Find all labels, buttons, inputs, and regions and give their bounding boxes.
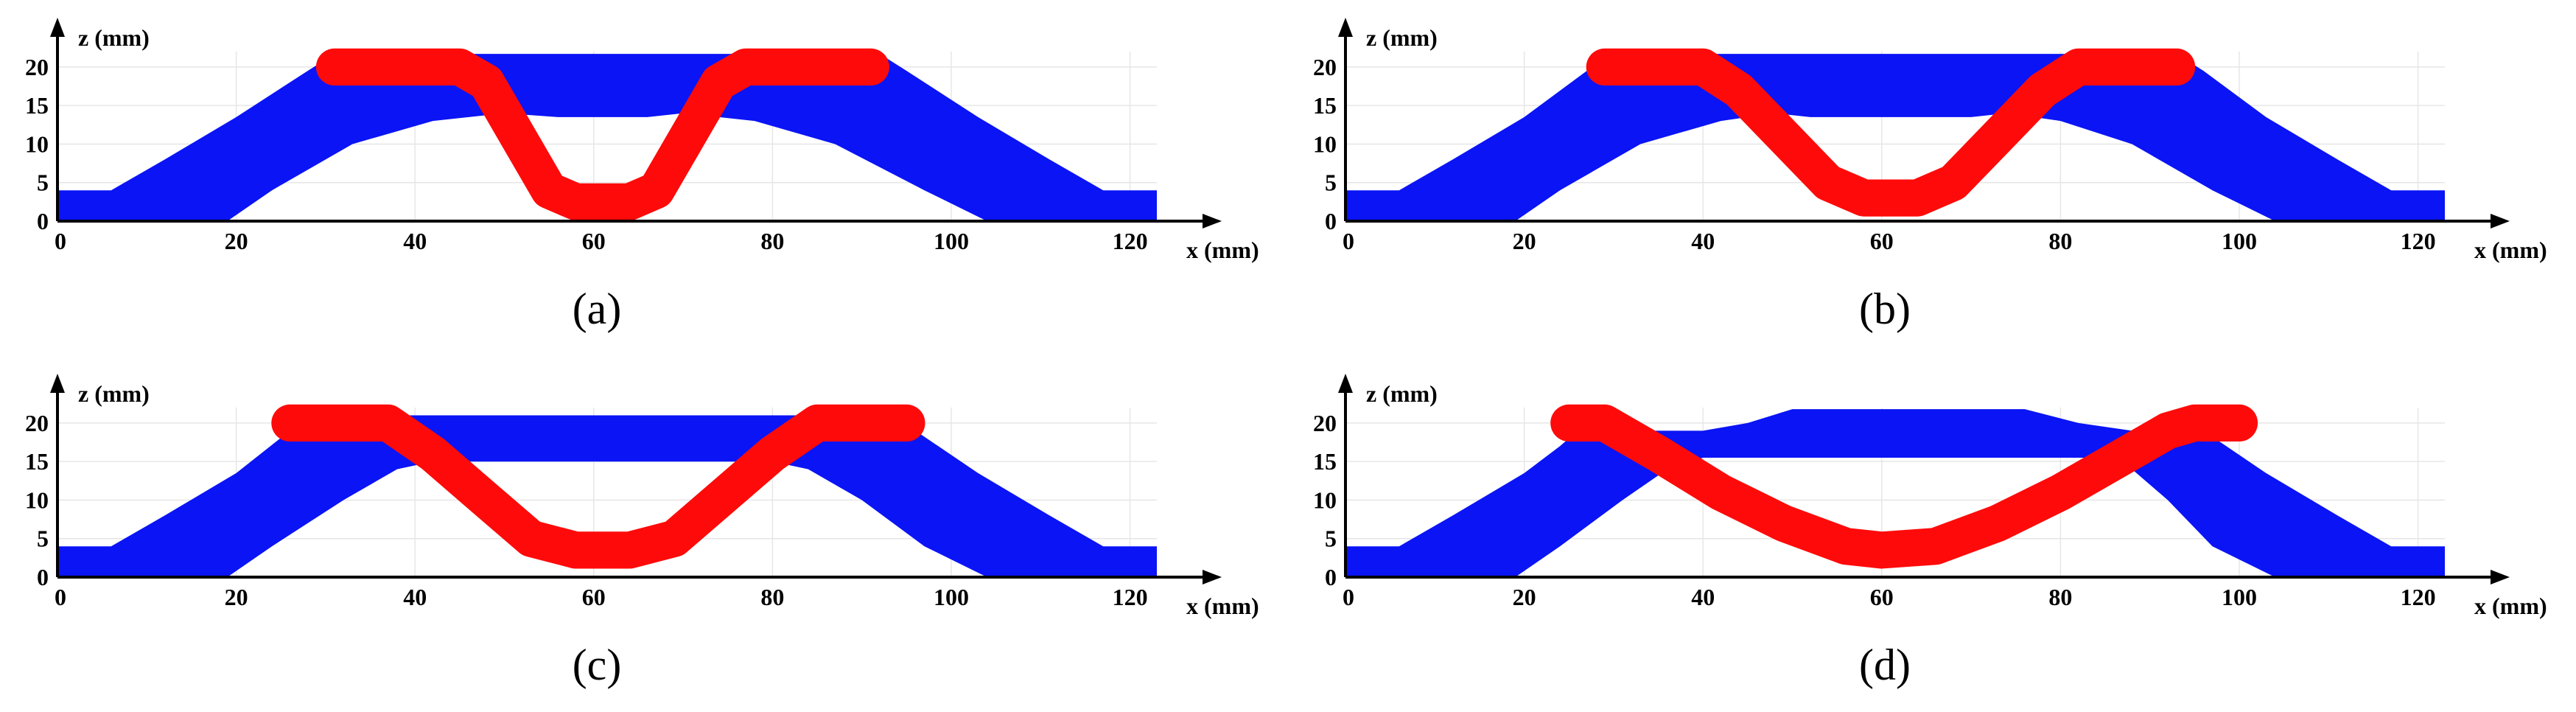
y-axis-arrow (1338, 18, 1353, 37)
x-tick-label: 40 (1691, 228, 1715, 254)
punch-shape (271, 404, 925, 569)
y-axis-title: z (mm) (1366, 24, 1438, 51)
x-tick-label: 80 (2048, 228, 2072, 254)
punch-shape (1550, 404, 2258, 569)
blank-shape (57, 415, 1157, 577)
x-axis-title: x (mm) (2474, 593, 2547, 619)
caption-a: (a) (572, 285, 622, 333)
y-tick-label: 20 (1313, 410, 1337, 436)
x-tick-label: 40 (1691, 584, 1715, 610)
caption-b: (b) (1859, 285, 1911, 333)
y-tick-label: 0 (37, 564, 49, 590)
y-tick-label: 15 (1313, 92, 1337, 119)
blank-shape (57, 54, 1157, 221)
y-tick-label: 0 (1325, 564, 1337, 590)
y-tick-label: 20 (25, 410, 49, 436)
x-tick-label: 80 (760, 584, 784, 610)
caption-c: (c) (572, 641, 622, 689)
y-axis-arrow (50, 374, 65, 393)
y-axis-title: z (mm) (1366, 380, 1438, 407)
punch-shape (1586, 48, 2196, 217)
x-axis-title: x (mm) (1186, 237, 1259, 263)
x-tick-label: 120 (1113, 584, 1148, 610)
x-axis-title: x (mm) (2474, 237, 2547, 263)
x-tick-label: 20 (225, 228, 248, 254)
y-tick-label: 20 (1313, 54, 1337, 80)
x-tick-label: 100 (934, 228, 969, 254)
x-tick-label: 120 (1113, 228, 1148, 254)
x-tick-label: 0 (1343, 228, 1354, 254)
x-tick-label: 20 (1513, 584, 1536, 610)
panel-b: 0 20 40 60 80 100 120 0 5 10 15 20 x (mm) z (mm) (b) (1288, 0, 2576, 356)
caption-d: (d) (1859, 641, 1911, 689)
x-tick-label: 120 (2401, 228, 2436, 254)
x-tick-label: 60 (582, 584, 606, 610)
x-tick-label: 100 (2222, 228, 2257, 254)
y-tick-label: 5 (37, 170, 49, 196)
x-tick-label: 100 (2222, 584, 2257, 610)
y-axis-title: z (mm) (78, 380, 150, 407)
x-tick-label: 40 (403, 584, 427, 610)
y-tick-label: 15 (1313, 448, 1337, 475)
x-tick-label: 0 (55, 584, 66, 610)
y-tick-label: 10 (1313, 130, 1337, 157)
y-axis-title: z (mm) (78, 24, 150, 51)
punch-shape (315, 48, 889, 220)
chart-c: 0 20 40 60 80 100 120 0 5 10 15 20 x (mm) z (mm) (25, 374, 1259, 619)
panel-a: 0 20 40 60 80 100 120 0 5 10 15 20 x (mm) z (mm) (a) (0, 0, 1288, 356)
x-tick-label: 20 (1513, 228, 1536, 254)
x-tick-label: 60 (1870, 228, 1894, 254)
x-tick-label: 80 (760, 228, 784, 254)
panel-c: 0 20 40 60 80 100 120 0 5 10 15 20 x (mm) z (mm) (c) (0, 356, 1288, 712)
x-axis-arrow (1203, 214, 1222, 228)
x-tick-label: 60 (582, 228, 606, 254)
x-tick-label: 80 (2048, 584, 2072, 610)
x-tick-label: 40 (403, 228, 427, 254)
x-tick-label: 120 (2401, 584, 2436, 610)
blank-shape (1345, 54, 2445, 221)
y-tick-label: 10 (25, 486, 49, 513)
y-tick-label: 15 (25, 448, 49, 475)
y-tick-label: 5 (37, 526, 49, 552)
y-tick-label: 10 (1313, 486, 1337, 513)
y-tick-label: 5 (1325, 170, 1337, 196)
chart-d: 0 20 40 60 80 100 120 0 5 10 15 20 x (mm) z (mm) (1313, 374, 2547, 619)
x-tick-label: 0 (1343, 584, 1354, 610)
x-axis-arrow (1203, 570, 1222, 584)
y-tick-label: 20 (25, 54, 49, 80)
y-tick-label: 0 (37, 208, 49, 234)
y-tick-label: 10 (25, 130, 49, 157)
x-tick-label: 20 (225, 584, 248, 610)
x-axis-arrow (2491, 214, 2510, 228)
y-tick-label: 5 (1325, 526, 1337, 552)
y-tick-label: 15 (25, 92, 49, 119)
x-tick-label: 60 (1870, 584, 1894, 610)
x-axis-title: x (mm) (1186, 593, 1259, 619)
x-tick-label: 0 (55, 228, 66, 254)
x-tick-label: 100 (934, 584, 969, 610)
chart-a: 0 20 40 60 80 100 120 0 5 10 15 20 x (mm) z (mm) (25, 18, 1259, 263)
chart-b: 0 20 40 60 80 100 120 0 5 10 15 20 x (mm) z (mm) (1313, 18, 2547, 263)
panel-d: 0 20 40 60 80 100 120 0 5 10 15 20 x (mm) z (mm) (d) (1288, 356, 2576, 712)
y-axis-arrow (50, 18, 65, 37)
y-axis-arrow (1338, 374, 1353, 393)
x-axis-arrow (2491, 570, 2510, 584)
y-tick-label: 0 (1325, 208, 1337, 234)
